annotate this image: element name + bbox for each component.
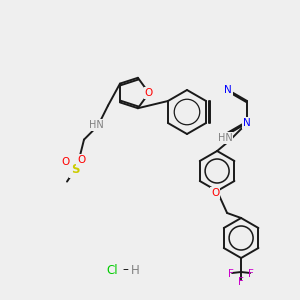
Text: O: O bbox=[145, 88, 153, 98]
Text: O: O bbox=[77, 154, 85, 165]
Text: O: O bbox=[61, 157, 69, 166]
Text: HN: HN bbox=[88, 120, 104, 130]
Text: H: H bbox=[130, 263, 140, 277]
Text: F: F bbox=[238, 277, 244, 287]
Text: N: N bbox=[243, 118, 251, 128]
Text: N: N bbox=[224, 85, 232, 95]
Text: –: – bbox=[122, 263, 128, 277]
Text: S: S bbox=[71, 163, 79, 176]
Text: F: F bbox=[228, 269, 234, 279]
Text: Cl: Cl bbox=[106, 263, 118, 277]
Text: HN: HN bbox=[218, 133, 232, 143]
Text: F: F bbox=[248, 269, 254, 279]
Text: O: O bbox=[211, 188, 219, 198]
